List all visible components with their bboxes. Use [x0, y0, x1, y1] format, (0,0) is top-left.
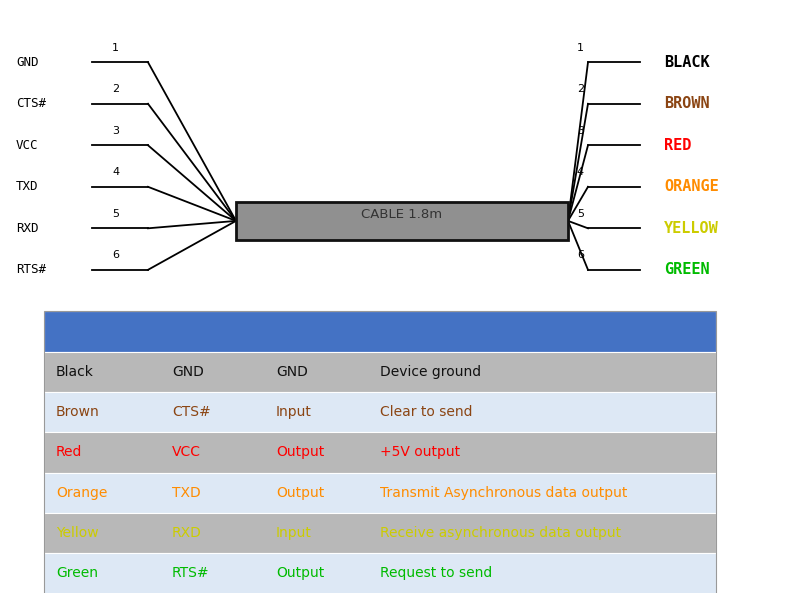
Text: Input: Input: [276, 526, 312, 540]
Text: Transmit Asynchronous data output: Transmit Asynchronous data output: [380, 486, 627, 500]
Text: 4: 4: [577, 167, 584, 177]
Bar: [44, 352, 716, 392]
Text: Type: Type: [276, 324, 312, 339]
Text: CABLE 1.8m: CABLE 1.8m: [362, 209, 442, 221]
Text: YELLOW: YELLOW: [664, 221, 718, 236]
Text: 1: 1: [112, 43, 119, 53]
Text: 4: 4: [112, 167, 119, 177]
Text: Output: Output: [276, 566, 324, 581]
Text: 2: 2: [112, 84, 119, 94]
Text: +5V output: +5V output: [380, 445, 460, 460]
Text: Clear to send: Clear to send: [380, 405, 473, 419]
Text: 3: 3: [112, 126, 119, 136]
Bar: [44, 392, 716, 432]
Text: Device ground: Device ground: [380, 365, 481, 379]
Text: Description: Description: [380, 324, 470, 339]
Text: Receive asynchronous data output: Receive asynchronous data output: [380, 526, 621, 540]
Text: 6: 6: [112, 250, 119, 260]
Text: TXD: TXD: [16, 180, 38, 193]
Text: RXD: RXD: [16, 222, 38, 235]
Text: Red: Red: [56, 445, 82, 460]
Text: RTS#: RTS#: [172, 566, 210, 581]
Text: Output: Output: [276, 445, 324, 460]
Bar: [44, 553, 716, 593]
Text: Black: Black: [56, 365, 94, 379]
Text: RXD: RXD: [172, 526, 202, 540]
Text: 5: 5: [112, 209, 119, 219]
Text: BLACK: BLACK: [664, 55, 710, 70]
Text: 5: 5: [577, 209, 584, 219]
Text: Name: Name: [172, 324, 217, 339]
Text: TXD: TXD: [172, 486, 201, 500]
Text: 3: 3: [577, 126, 584, 136]
Bar: [44, 311, 716, 593]
Bar: [44, 513, 716, 553]
Text: RTS#: RTS#: [16, 263, 46, 276]
Text: 6: 6: [577, 250, 584, 260]
Bar: [44, 473, 716, 513]
Text: GND: GND: [16, 56, 38, 69]
Text: BROWN: BROWN: [664, 96, 710, 111]
Text: Green: Green: [56, 566, 98, 581]
Bar: [44, 311, 716, 352]
Text: Color: Color: [56, 324, 97, 339]
Text: Output: Output: [276, 486, 324, 500]
Text: VCC: VCC: [172, 445, 201, 460]
Bar: [236, 202, 568, 240]
Text: GND: GND: [276, 365, 308, 379]
Text: Input: Input: [276, 405, 312, 419]
Text: VCC: VCC: [16, 139, 38, 152]
Text: Request to send: Request to send: [380, 566, 492, 581]
Text: Brown: Brown: [56, 405, 100, 419]
Text: GREEN: GREEN: [664, 262, 710, 278]
Bar: [44, 432, 716, 473]
Text: GND: GND: [172, 365, 204, 379]
Text: CTS#: CTS#: [172, 405, 210, 419]
Text: ORANGE: ORANGE: [664, 179, 718, 195]
Text: 1: 1: [577, 43, 584, 53]
Text: 2: 2: [577, 84, 584, 94]
Text: Yellow: Yellow: [56, 526, 98, 540]
Text: RED: RED: [664, 138, 691, 153]
Text: Orange: Orange: [56, 486, 107, 500]
Text: CTS#: CTS#: [16, 97, 46, 110]
